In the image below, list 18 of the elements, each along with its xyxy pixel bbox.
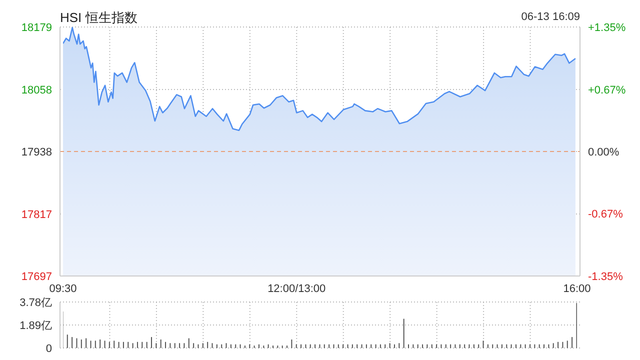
y-tick-label: 17697 bbox=[21, 271, 52, 283]
y-tick-label: 3.78亿 bbox=[20, 297, 52, 309]
y-tick-label: 0 bbox=[46, 343, 52, 355]
y-tick-label: 18058 bbox=[21, 84, 52, 97]
y-tick-label: 1.89亿 bbox=[20, 320, 52, 332]
y-tick-label: 18179 bbox=[21, 22, 52, 34]
chart-title: HSI 恒生指数 bbox=[60, 9, 138, 27]
x-tick-label: 09:30 bbox=[49, 282, 77, 295]
y-tick-label: 17938 bbox=[21, 146, 52, 158]
x-tick-label: 16:00 bbox=[563, 282, 591, 295]
y2-tick-label: +1.35% bbox=[588, 22, 626, 34]
y2-tick-label: 0.00% bbox=[588, 146, 620, 158]
x-tick-label: 12:00/13:00 bbox=[268, 282, 326, 295]
y2-tick-label: -1.35% bbox=[588, 271, 624, 283]
y2-tick-label: +0.67% bbox=[588, 84, 626, 97]
y-tick-label: 17817 bbox=[21, 209, 52, 222]
y2-tick-label: -0.67% bbox=[588, 208, 624, 220]
text: 06-13 16:09 bbox=[521, 11, 580, 23]
